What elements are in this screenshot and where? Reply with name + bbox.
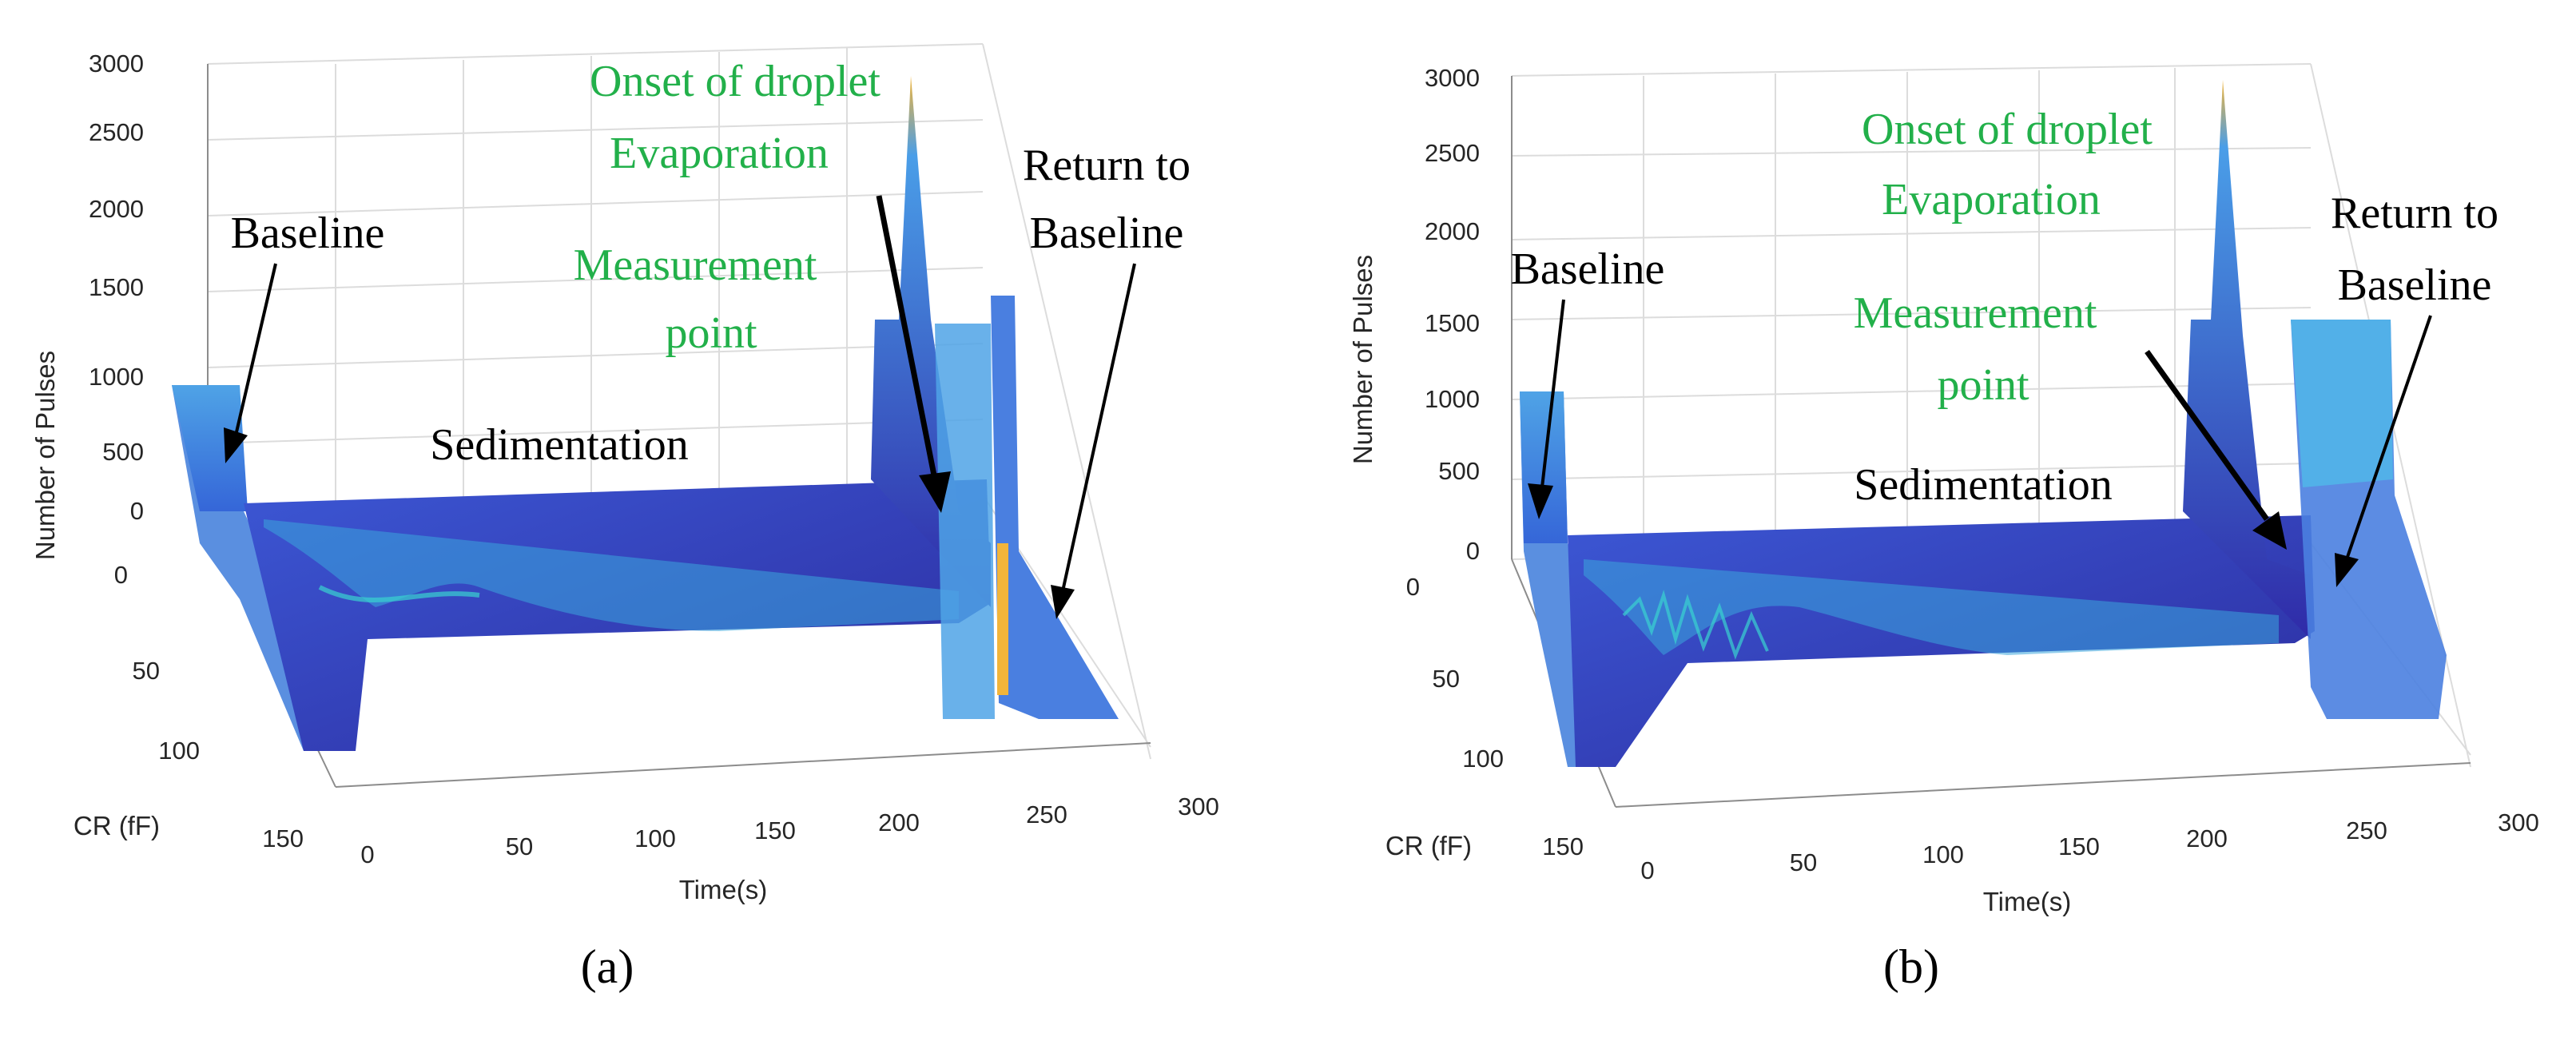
chart-panel-a: 0 500 1000 1500 2000 2500 3000 0 50 100 … [30,43,1219,993]
z-tick-a-6: 3000 [89,50,144,77]
x-tick-a-6: 300 [1178,793,1219,820]
x-ticks-b: 0 50 100 150 200 250 300 [1640,809,2538,884]
y-tick-a-2: 100 [158,737,200,765]
arrows-b [1528,299,2432,587]
annot-return-baseline-b: Baseline [2338,260,2492,310]
y-tick-a-1: 50 [133,657,160,685]
z-tick-b-1: 500 [1438,457,1480,485]
x-tick-a-3: 150 [754,816,796,844]
z-tick-a-5: 2500 [89,118,144,146]
z-tick-a-1: 500 [102,438,144,466]
zlabel-b: Number of Pulses [1348,255,1377,464]
annotations-a: Baseline Sedimentation Onset of droplet … [231,57,1191,470]
annot-measurement-a: Measurement [574,240,817,290]
annot-baseline-a: Baseline [231,209,385,258]
panel-label-a: (a) [581,940,634,993]
x-tick-b-2: 100 [1922,840,1964,868]
z-tick-a-2: 1000 [89,363,144,391]
z-tick-b-3: 1500 [1425,309,1480,337]
x-tick-a-2: 100 [634,824,676,852]
return-wall-a [991,296,1119,719]
z-tick-b-6: 3000 [1425,64,1480,92]
annot-baseline-b: Baseline [1511,244,1665,294]
y-tick-b-2: 100 [1462,745,1504,773]
annot-return-baseline-a: Baseline [1030,209,1184,258]
x-tick-a-0: 0 [360,840,374,868]
x-tick-b-4: 200 [2186,824,2228,852]
y-tick-a-3: 150 [262,824,304,852]
z-tick-a-4: 2000 [89,195,144,223]
panel-label-b: (b) [1883,940,1939,993]
z-tick-b-5: 2500 [1425,139,1480,167]
y-tick-b-1: 50 [1433,665,1460,693]
x-tick-a-1: 50 [506,832,533,860]
peak-b [2183,80,2311,639]
x-tick-b-1: 50 [1790,848,1817,876]
annot-return-b: Return to [2331,189,2498,238]
y-tick-a-0: 0 [114,561,128,589]
annot-sedimentation-b: Sedimentation [1854,460,2113,510]
y-ticks-b: 0 50 100 150 [1406,573,1584,860]
xlabel-a: Time(s) [679,875,768,904]
xlabel-b: Time(s) [1983,887,2072,916]
chart-panel-b: 0 500 1000 1500 2000 2500 3000 0 50 100 … [1288,0,2576,1037]
chart-svg-b: 0 500 1000 1500 2000 2500 3000 0 50 100 … [1348,63,2539,993]
chart-svg-a: 0 500 1000 1500 2000 2500 3000 0 50 100 … [30,43,1219,993]
annot-onset-b: Onset of droplet [1862,105,2153,154]
z-ticks-a: 0 500 1000 1500 2000 2500 3000 [89,50,144,525]
annot-point-a: point [665,308,757,358]
annot-onset-a: Onset of droplet [590,57,881,106]
annot-return-a: Return to [1023,141,1191,190]
x-tick-a-4: 200 [878,809,920,836]
ylabel-b: CR (fF) [1385,831,1472,860]
annot-sedimentation-a: Sedimentation [430,420,689,470]
annot-evaporation-b: Evaporation [1882,175,2101,224]
x-tick-b-6: 300 [2498,809,2539,836]
z-tick-b-4: 2000 [1425,217,1480,245]
y-tick-b-3: 150 [1542,832,1584,860]
x-ticks-a: 0 50 100 150 200 250 300 [360,793,1218,868]
y-ticks-a: 0 50 100 150 [114,561,304,852]
surface-a [172,76,1119,751]
x-tick-b-5: 250 [2346,816,2387,844]
ylabel-a: CR (fF) [74,811,160,840]
z-tick-a-0: 0 [130,497,144,525]
zlabel-a: Number of Pulses [30,351,60,560]
annot-point-b: point [1937,360,2029,410]
z-tick-b-0: 0 [1466,537,1480,565]
z-ticks-b: 0 500 1000 1500 2000 2500 3000 [1425,64,1480,565]
annotations-b: Baseline Sedimentation Onset of droplet … [1511,105,2498,510]
x-tick-b-3: 150 [2058,832,2100,860]
y-tick-b-0: 0 [1406,573,1420,601]
x-tick-a-5: 250 [1026,801,1067,828]
annot-measurement-b: Measurement [1854,288,2097,338]
arrows-a [224,195,1136,619]
z-tick-b-2: 1000 [1425,385,1480,413]
x-tick-b-0: 0 [1640,856,1654,884]
annot-evaporation-a: Evaporation [610,129,829,178]
z-tick-a-3: 1500 [89,273,144,301]
peak-a [871,76,991,607]
